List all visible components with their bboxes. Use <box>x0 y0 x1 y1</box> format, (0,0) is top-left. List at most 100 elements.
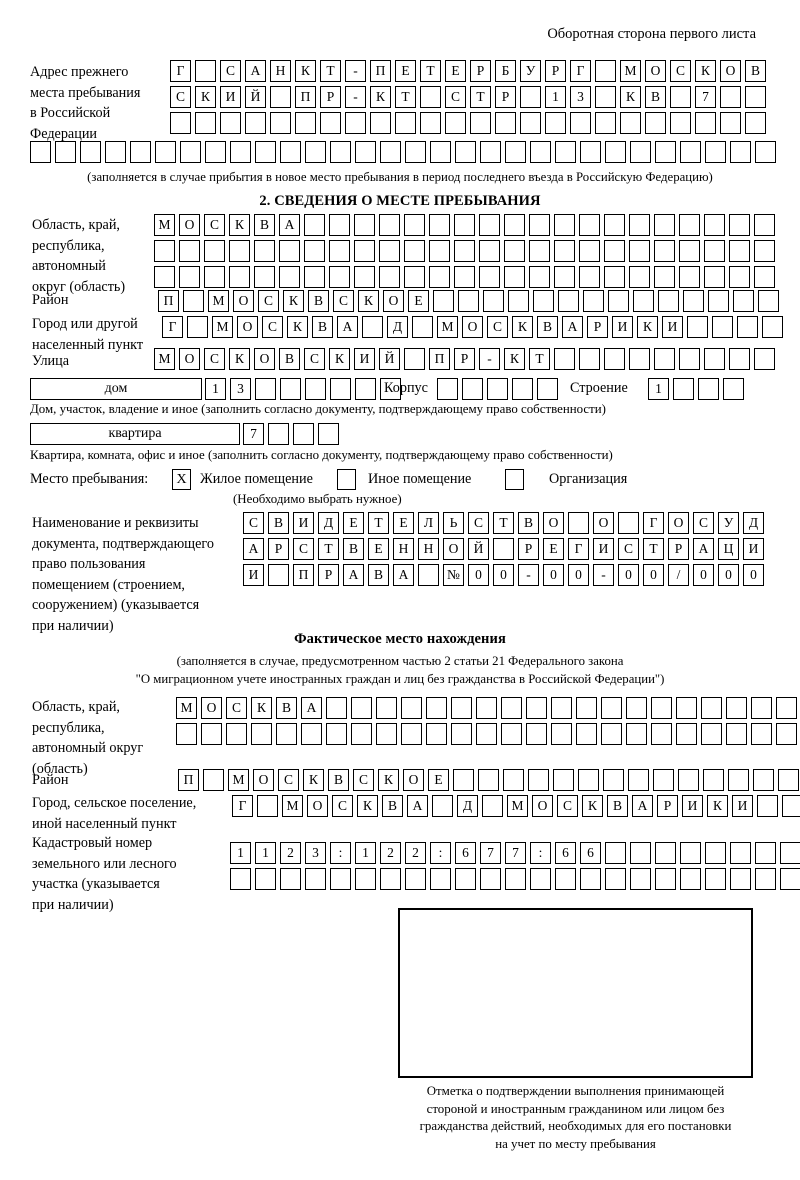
region-cell-19[interactable] <box>604 266 625 288</box>
actual-district-cell-10[interactable]: О <box>403 769 424 791</box>
document-cell-5[interactable]: Е <box>343 512 364 534</box>
actual-region-cell-25[interactable] <box>776 723 797 745</box>
prev-address-cell-5[interactable] <box>130 141 151 163</box>
region-cell-20[interactable] <box>629 214 650 236</box>
region-cell-19[interactable] <box>604 214 625 236</box>
actual-region-cell-21[interactable] <box>676 697 697 719</box>
cadastral-cell-19[interactable] <box>680 842 701 864</box>
document-cell-18[interactable]: О <box>668 512 689 534</box>
district-cell-14[interactable] <box>483 290 504 312</box>
actual-district-cell-20[interactable] <box>653 769 674 791</box>
cadastral-cell-16[interactable] <box>605 842 626 864</box>
actual-district-cell-7[interactable]: В <box>328 769 349 791</box>
cadastral-cell-21[interactable] <box>730 842 751 864</box>
actual-city-cell-18[interactable]: Р <box>657 795 678 817</box>
actual-region-cell-20[interactable] <box>651 697 672 719</box>
city-cell-18[interactable]: Р <box>587 316 608 338</box>
region-cell-16[interactable] <box>529 266 550 288</box>
actual-city-cell-11[interactable] <box>482 795 503 817</box>
actual-district-cell-6[interactable]: К <box>303 769 324 791</box>
korpus-cell-3[interactable] <box>487 378 508 400</box>
cadastral-cell-10[interactable]: 6 <box>455 842 476 864</box>
region-cell-19[interactable] <box>604 240 625 262</box>
prev-address-cell-23[interactable] <box>720 86 741 108</box>
prev-address-cell-6[interactable]: П <box>295 86 316 108</box>
prev-address-cell-6[interactable] <box>295 112 316 134</box>
region-cell-17[interactable] <box>554 266 575 288</box>
actual-region-cell-2[interactable]: О <box>201 697 222 719</box>
flat-cell-3[interactable] <box>293 423 314 445</box>
actual-district-cell-3[interactable]: М <box>228 769 249 791</box>
prev-address-cell-1[interactable] <box>170 112 191 134</box>
prev-address-cell-1[interactable]: Г <box>170 60 191 82</box>
street-cell-7[interactable]: С <box>304 348 325 370</box>
district-cell-3[interactable]: М <box>208 290 229 312</box>
district-cell-4[interactable]: О <box>233 290 254 312</box>
cadastral-cell-7[interactable] <box>380 868 401 890</box>
street-cell-5[interactable]: О <box>254 348 275 370</box>
house-cell-7[interactable] <box>355 378 376 400</box>
document-cell-7[interactable]: Е <box>393 512 414 534</box>
city-cell-16[interactable]: В <box>537 316 558 338</box>
prev-address-cell-10[interactable]: Е <box>395 60 416 82</box>
city-cell-8[interactable]: А <box>337 316 358 338</box>
region-cell-15[interactable] <box>504 240 525 262</box>
prev-address-cell-19[interactable]: М <box>620 60 641 82</box>
stroenie-cell-3[interactable] <box>698 378 719 400</box>
prev-address-cell-17[interactable] <box>430 141 451 163</box>
prev-address-cell-7[interactable] <box>320 112 341 134</box>
actual-region-cell-13[interactable] <box>476 697 497 719</box>
cadastral-cell-1[interactable]: 1 <box>230 842 251 864</box>
cadastral-cell-6[interactable]: 1 <box>355 842 376 864</box>
actual-region-cell-12[interactable] <box>451 723 472 745</box>
actual-district-cell-18[interactable] <box>603 769 624 791</box>
street-cell-19[interactable] <box>604 348 625 370</box>
prev-address-cell-8[interactable] <box>345 112 366 134</box>
document-cell-3[interactable]: П <box>293 564 314 586</box>
document-cell-20[interactable]: 0 <box>718 564 739 586</box>
region-cell-15[interactable] <box>504 214 525 236</box>
prev-address-cell-2[interactable]: К <box>195 86 216 108</box>
city-cell-6[interactable]: К <box>287 316 308 338</box>
district-cell-7[interactable]: В <box>308 290 329 312</box>
house-cell-6[interactable] <box>330 378 351 400</box>
cadastral-cell-23[interactable] <box>780 868 800 890</box>
document-cell-12[interactable]: В <box>518 512 539 534</box>
district-cell-22[interactable] <box>683 290 704 312</box>
prev-address-cell-12[interactable]: С <box>445 86 466 108</box>
actual-region-cell-2[interactable] <box>201 723 222 745</box>
cadastral-cell-5[interactable] <box>330 868 351 890</box>
prev-address-cell-20[interactable] <box>505 141 526 163</box>
document-cell-11[interactable]: 0 <box>493 564 514 586</box>
checkbox-organization[interactable] <box>505 469 524 490</box>
cadastral-cell-21[interactable] <box>730 868 751 890</box>
region-cell-12[interactable] <box>429 266 450 288</box>
region-cell-16[interactable] <box>529 240 550 262</box>
prev-address-cell-17[interactable]: Г <box>570 60 591 82</box>
region-cell-24[interactable] <box>729 214 750 236</box>
region-cell-21[interactable] <box>654 240 675 262</box>
prev-address-cell-10[interactable] <box>255 141 276 163</box>
document-cell-14[interactable] <box>568 512 589 534</box>
region-cell-7[interactable] <box>304 240 325 262</box>
prev-address-row-3[interactable] <box>170 112 766 134</box>
region-cell-2[interactable]: О <box>179 214 200 236</box>
prev-address-cell-21[interactable] <box>530 141 551 163</box>
cadastral-cell-6[interactable] <box>355 868 376 890</box>
region-cell-8[interactable] <box>329 214 350 236</box>
house-cell-8[interactable] <box>380 378 401 400</box>
actual-region-cell-16[interactable] <box>551 697 572 719</box>
region-cell-13[interactable] <box>454 214 475 236</box>
flat-number-cells[interactable]: 7 <box>243 423 339 445</box>
document-cell-5[interactable]: А <box>343 564 364 586</box>
district-cell-11[interactable]: Е <box>408 290 429 312</box>
cadastral-cell-8[interactable]: 2 <box>405 842 426 864</box>
street-cell-17[interactable] <box>554 348 575 370</box>
prev-address-cell-12[interactable]: Е <box>445 60 466 82</box>
region-cell-8[interactable] <box>329 240 350 262</box>
actual-region-cell-8[interactable] <box>351 697 372 719</box>
actual-city-cell-5[interactable]: С <box>332 795 353 817</box>
prev-address-cell-14[interactable]: Р <box>495 86 516 108</box>
